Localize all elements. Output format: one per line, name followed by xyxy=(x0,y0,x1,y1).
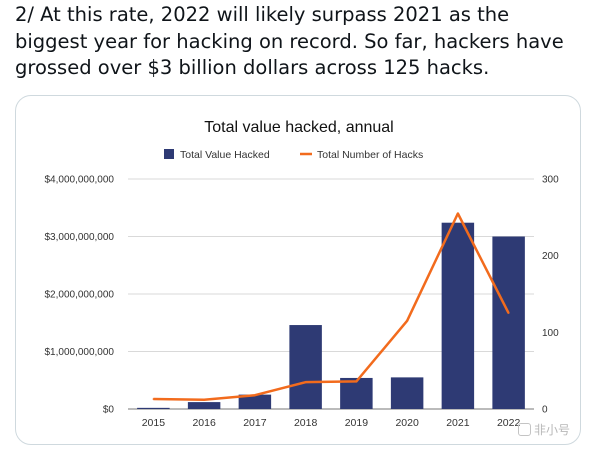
y-tick-label-left: $2,000,000,000 xyxy=(44,290,114,301)
x-tick-label: 2019 xyxy=(345,417,369,429)
watermark: 非小号 xyxy=(517,421,570,438)
line-point-2022 xyxy=(507,312,510,314)
legend-swatch-bar xyxy=(164,149,174,159)
bar-2017 xyxy=(238,394,272,409)
line-point-2019 xyxy=(355,380,358,383)
y-axis-left: $0 $1,000,000,000 $2,000,000,000 $3,000,000… xyxy=(44,175,114,416)
y-tick-label-right: 200 xyxy=(542,251,559,262)
bar-2018 xyxy=(289,325,322,409)
y-tick-label-right: 0 xyxy=(542,405,548,416)
y-tick-label-left: $1,000,000,000 xyxy=(44,347,114,358)
x-tick-label: 2018 xyxy=(294,417,318,429)
bar-2019 xyxy=(340,377,373,409)
tweet-text: 2/ At this rate, 2022 will likely surpas… xyxy=(15,3,564,79)
y-tick-label-right: 300 xyxy=(542,175,559,186)
line-point-2018 xyxy=(304,381,307,383)
logo-icon xyxy=(517,423,531,436)
line-point-2017 xyxy=(254,394,256,397)
x-tick-label: 2022 xyxy=(497,417,521,429)
bar-2016 xyxy=(187,402,221,409)
y-tick-label-left: $4,000,000,000 xyxy=(44,175,114,186)
x-tick-label: 2016 xyxy=(192,417,216,429)
combo-chart: Total value hacked, annual Total Value H… xyxy=(44,119,559,429)
bar-2015 xyxy=(137,407,170,409)
line-point-2015 xyxy=(152,398,155,400)
x-tick-label: 2021 xyxy=(446,417,470,429)
x-tick-label: 2017 xyxy=(243,417,267,429)
bar-2022 xyxy=(492,236,525,409)
chart-card[interactable]: Total value hacked, annual Total Value H… xyxy=(15,95,581,445)
x-tick-label: 2015 xyxy=(142,417,166,429)
y-axis-right: 0 100 200 300 xyxy=(542,175,559,416)
x-axis: 2015 2016 2017 2018 2019 2020 2021 2022 xyxy=(142,417,521,429)
bar-2020 xyxy=(390,377,424,409)
line-point-2016 xyxy=(203,399,205,401)
line-point-2020 xyxy=(406,320,408,322)
chart-legend: Total Value Hacked Total Number of Hacks xyxy=(164,149,423,161)
y-tick-label-right: 100 xyxy=(542,328,559,339)
line-series xyxy=(152,212,510,402)
bar-2021 xyxy=(441,222,475,409)
x-tick-label: 2020 xyxy=(395,417,419,429)
y-tick-label-left: $3,000,000,000 xyxy=(44,232,114,243)
bar-series xyxy=(137,222,525,409)
line-point-2021 xyxy=(457,212,459,215)
chart-title: Total value hacked, annual xyxy=(204,119,393,136)
y-tick-label-left: $0 xyxy=(103,405,115,416)
line-number-of-hacks xyxy=(153,212,510,402)
watermark-text: 非小号 xyxy=(533,423,570,437)
legend-label-bar: Total Value Hacked xyxy=(180,149,270,161)
legend-label-line: Total Number of Hacks xyxy=(317,149,423,161)
